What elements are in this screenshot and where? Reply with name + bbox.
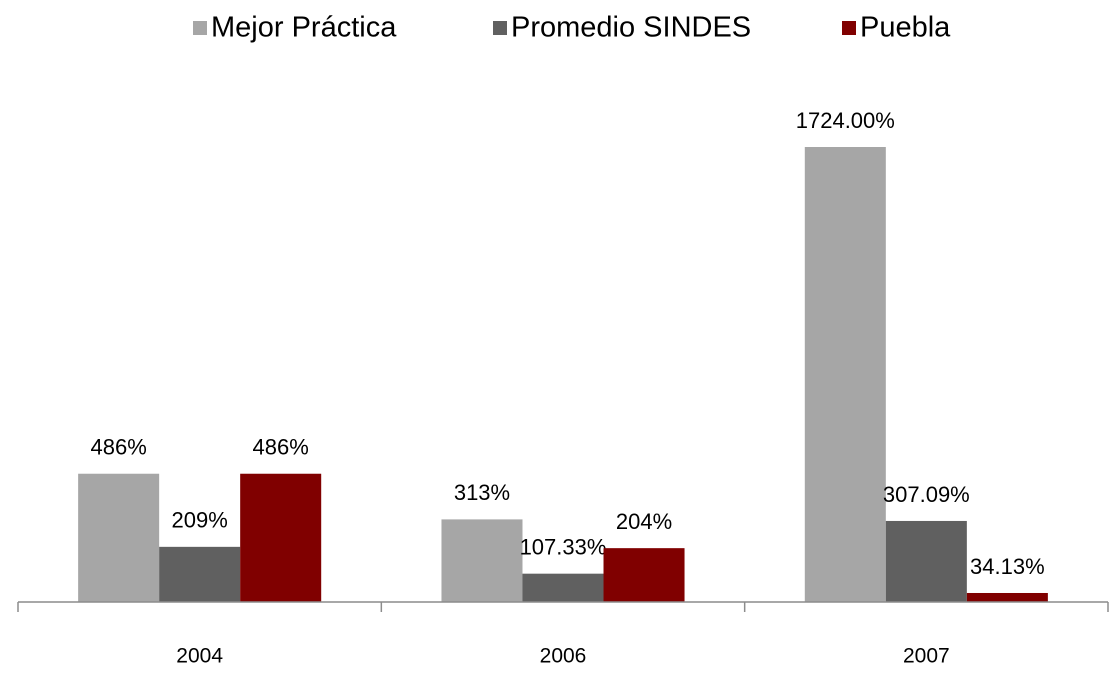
bar: [441, 519, 523, 602]
bar: [885, 520, 967, 602]
x-tick-label: 2006: [540, 645, 587, 668]
bar: [966, 592, 1048, 602]
legend-label: Puebla: [860, 12, 951, 44]
legend-label: Promedio SINDES: [511, 12, 751, 44]
bar: [159, 546, 241, 602]
data-label: 486%: [253, 435, 309, 460]
legend-swatch: [493, 21, 507, 35]
data-label: 307.09%: [883, 482, 970, 507]
data-label: 107.33%: [520, 534, 607, 559]
data-label: 204%: [616, 509, 672, 534]
legend-label: Mejor Práctica: [211, 12, 397, 44]
bar: [522, 573, 604, 602]
data-label: 486%: [91, 435, 147, 460]
bar: [804, 147, 886, 602]
bar: [240, 473, 322, 602]
bar: [603, 548, 685, 602]
data-label: 313%: [454, 480, 510, 505]
data-label: 34.13%: [970, 554, 1045, 579]
legend-swatch: [193, 21, 207, 35]
data-label: 1724.00%: [796, 108, 895, 133]
data-label: 209%: [172, 508, 228, 533]
x-tick-label: 2007: [903, 645, 950, 668]
x-tick-label: 2004: [176, 645, 223, 668]
legend-swatch: [842, 21, 856, 35]
bar: [78, 473, 160, 602]
